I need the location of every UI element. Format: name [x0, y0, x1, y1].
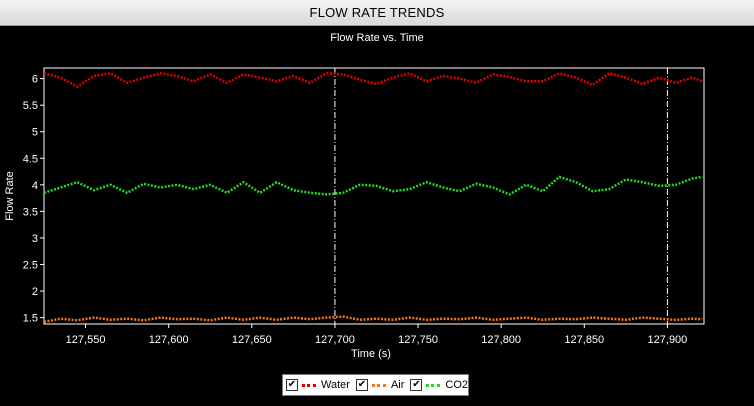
window-title: FLOW RATE TRENDS	[309, 5, 445, 20]
vertical-markers	[334, 68, 668, 324]
legend-item-air[interactable]: ✔ Air	[355, 379, 405, 391]
legend-item-water[interactable]: ✔ Water	[286, 379, 350, 391]
chart-area: Flow Rate vs. Time 1.5 2 2.5 3 3.5 4 4.5 5 5.5 6 …	[0, 26, 754, 366]
water-checkbox[interactable]: ✔	[286, 379, 298, 391]
legend-item-co2[interactable]: ✔ CO2	[410, 379, 468, 391]
x-tick-label: 127,750	[398, 334, 438, 346]
x-tick-label: 127,550	[66, 334, 106, 346]
series-line-air	[43, 315, 703, 324]
x-tick-label: 127,850	[564, 334, 604, 346]
flow-rate-chart: Flow Rate vs. Time 1.522.533.544.555.56 …	[4, 32, 705, 360]
co2-swatch	[426, 383, 441, 387]
y-tick-label: 1.5	[23, 313, 38, 325]
y-tick-label: 4.5	[23, 153, 38, 165]
x-axis-label: Time (s)	[351, 348, 391, 360]
co2-checkbox[interactable]: ✔	[410, 379, 423, 391]
co2-legend-label: CO2	[445, 379, 469, 391]
y-axis-label: Flow Rate	[4, 171, 16, 221]
y-tick-label: 3	[32, 233, 38, 245]
x-axis: 127,550 127,600 127,650 127,700 127,750 127,8…	[66, 324, 688, 346]
y-tick-label: 3.5	[23, 206, 38, 218]
y-tick-label: 2.5	[23, 260, 38, 272]
plot-frame	[43, 67, 705, 325]
air-legend-label: Air	[390, 379, 405, 391]
air-swatch	[371, 383, 386, 387]
x-tick-label: 127,600	[149, 334, 189, 346]
chart-legend: ✔ Water ✔ Air ✔ CO2	[282, 374, 469, 396]
y-axis: 1.5 2 2.5 3 3.5 4 4.5 5 5.5 6	[23, 74, 44, 325]
series-lines	[43, 72, 703, 324]
y-tick-label: 6	[32, 74, 38, 86]
chart-title: Flow Rate vs. Time	[330, 32, 424, 44]
series-line-water	[43, 72, 703, 88]
x-tick-label: 127,800	[481, 334, 521, 346]
y-tick-label: 2	[32, 286, 38, 298]
water-swatch	[302, 383, 316, 387]
x-tick-label: 127,650	[232, 334, 272, 346]
y-tick-label: 5.5	[23, 100, 38, 112]
x-tick-label: 127,900	[648, 334, 688, 346]
window-title-bar: FLOW RATE TRENDS	[0, 0, 754, 26]
air-checkbox[interactable]: ✔	[355, 379, 368, 391]
x-tick-label: 127,700	[315, 334, 355, 346]
y-tick-label: 5	[32, 127, 38, 139]
series-line-co2	[43, 175, 703, 196]
y-tick-label: 4	[32, 180, 38, 192]
water-legend-label: Water	[321, 379, 350, 391]
